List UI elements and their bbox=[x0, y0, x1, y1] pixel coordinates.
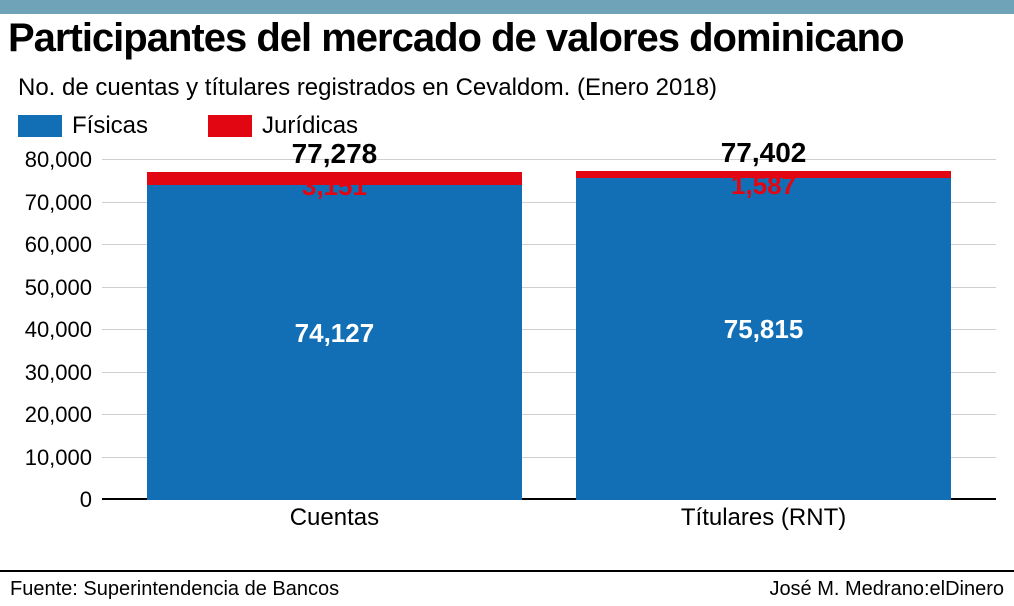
legend-item-fisicas: Físicas bbox=[18, 112, 148, 140]
bar-total-label: 77,278 bbox=[147, 138, 522, 170]
y-tick-label: 10,000 bbox=[25, 445, 92, 471]
chart-title: Participantes del mercado de valores dom… bbox=[8, 16, 1006, 61]
bar-value-juridicas: 3,151 bbox=[147, 171, 522, 202]
footer-credit: José M. Medrano:elDinero bbox=[769, 578, 1004, 601]
y-tick-label: 0 bbox=[80, 487, 92, 513]
legend: Físicas Jurídicas bbox=[18, 112, 358, 140]
y-tick-label: 80,000 bbox=[25, 147, 92, 173]
legend-swatch-fisicas bbox=[18, 115, 62, 137]
y-tick-label: 30,000 bbox=[25, 360, 92, 386]
y-tick-label: 20,000 bbox=[25, 402, 92, 428]
y-axis: 010,00020,00030,00040,00050,00060,00070,… bbox=[18, 160, 98, 500]
x-axis-label: Cuentas bbox=[147, 504, 522, 532]
top-accent-bar bbox=[0, 0, 1014, 14]
x-axis-labels: Cuentas Títulares (RNT) bbox=[102, 500, 996, 540]
chart-subtitle: No. de cuentas y títulares registrados e… bbox=[18, 74, 717, 102]
chart-frame: Participantes del mercado de valores dom… bbox=[0, 0, 1014, 606]
y-tick-label: 60,000 bbox=[25, 232, 92, 258]
y-tick-label: 70,000 bbox=[25, 190, 92, 216]
legend-swatch-juridicas bbox=[208, 115, 252, 137]
bar-t-tulares-rnt-: 75,8151,58777,402 bbox=[576, 171, 951, 500]
chart-area: 0 10,000 20,000 30,000 40,000 50,000 60,000 70,… bbox=[18, 160, 996, 540]
bar-value-juridicas: 1,587 bbox=[576, 170, 951, 201]
legend-item-juridicas: Jurídicas bbox=[208, 112, 358, 140]
bar-value-fisicas: 75,815 bbox=[576, 314, 951, 345]
footer: Fuente: Superintendencia de Bancos José … bbox=[0, 570, 1014, 606]
bar-cuentas: 74,1273,15177,278 bbox=[147, 172, 522, 500]
bar-total-label: 77,402 bbox=[576, 137, 951, 169]
footer-source: Fuente: Superintendencia de Bancos bbox=[10, 578, 339, 601]
y-tick-label: 50,000 bbox=[25, 275, 92, 301]
bar-value-fisicas: 74,127 bbox=[147, 318, 522, 349]
y-tick-label: 40,000 bbox=[25, 317, 92, 343]
legend-label-fisicas: Físicas bbox=[72, 112, 148, 140]
x-axis-label: Títulares (RNT) bbox=[576, 504, 951, 532]
legend-label-juridicas: Jurídicas bbox=[262, 112, 358, 140]
plot-area: 74,1273,15177,27875,8151,58777,402 bbox=[102, 160, 996, 500]
